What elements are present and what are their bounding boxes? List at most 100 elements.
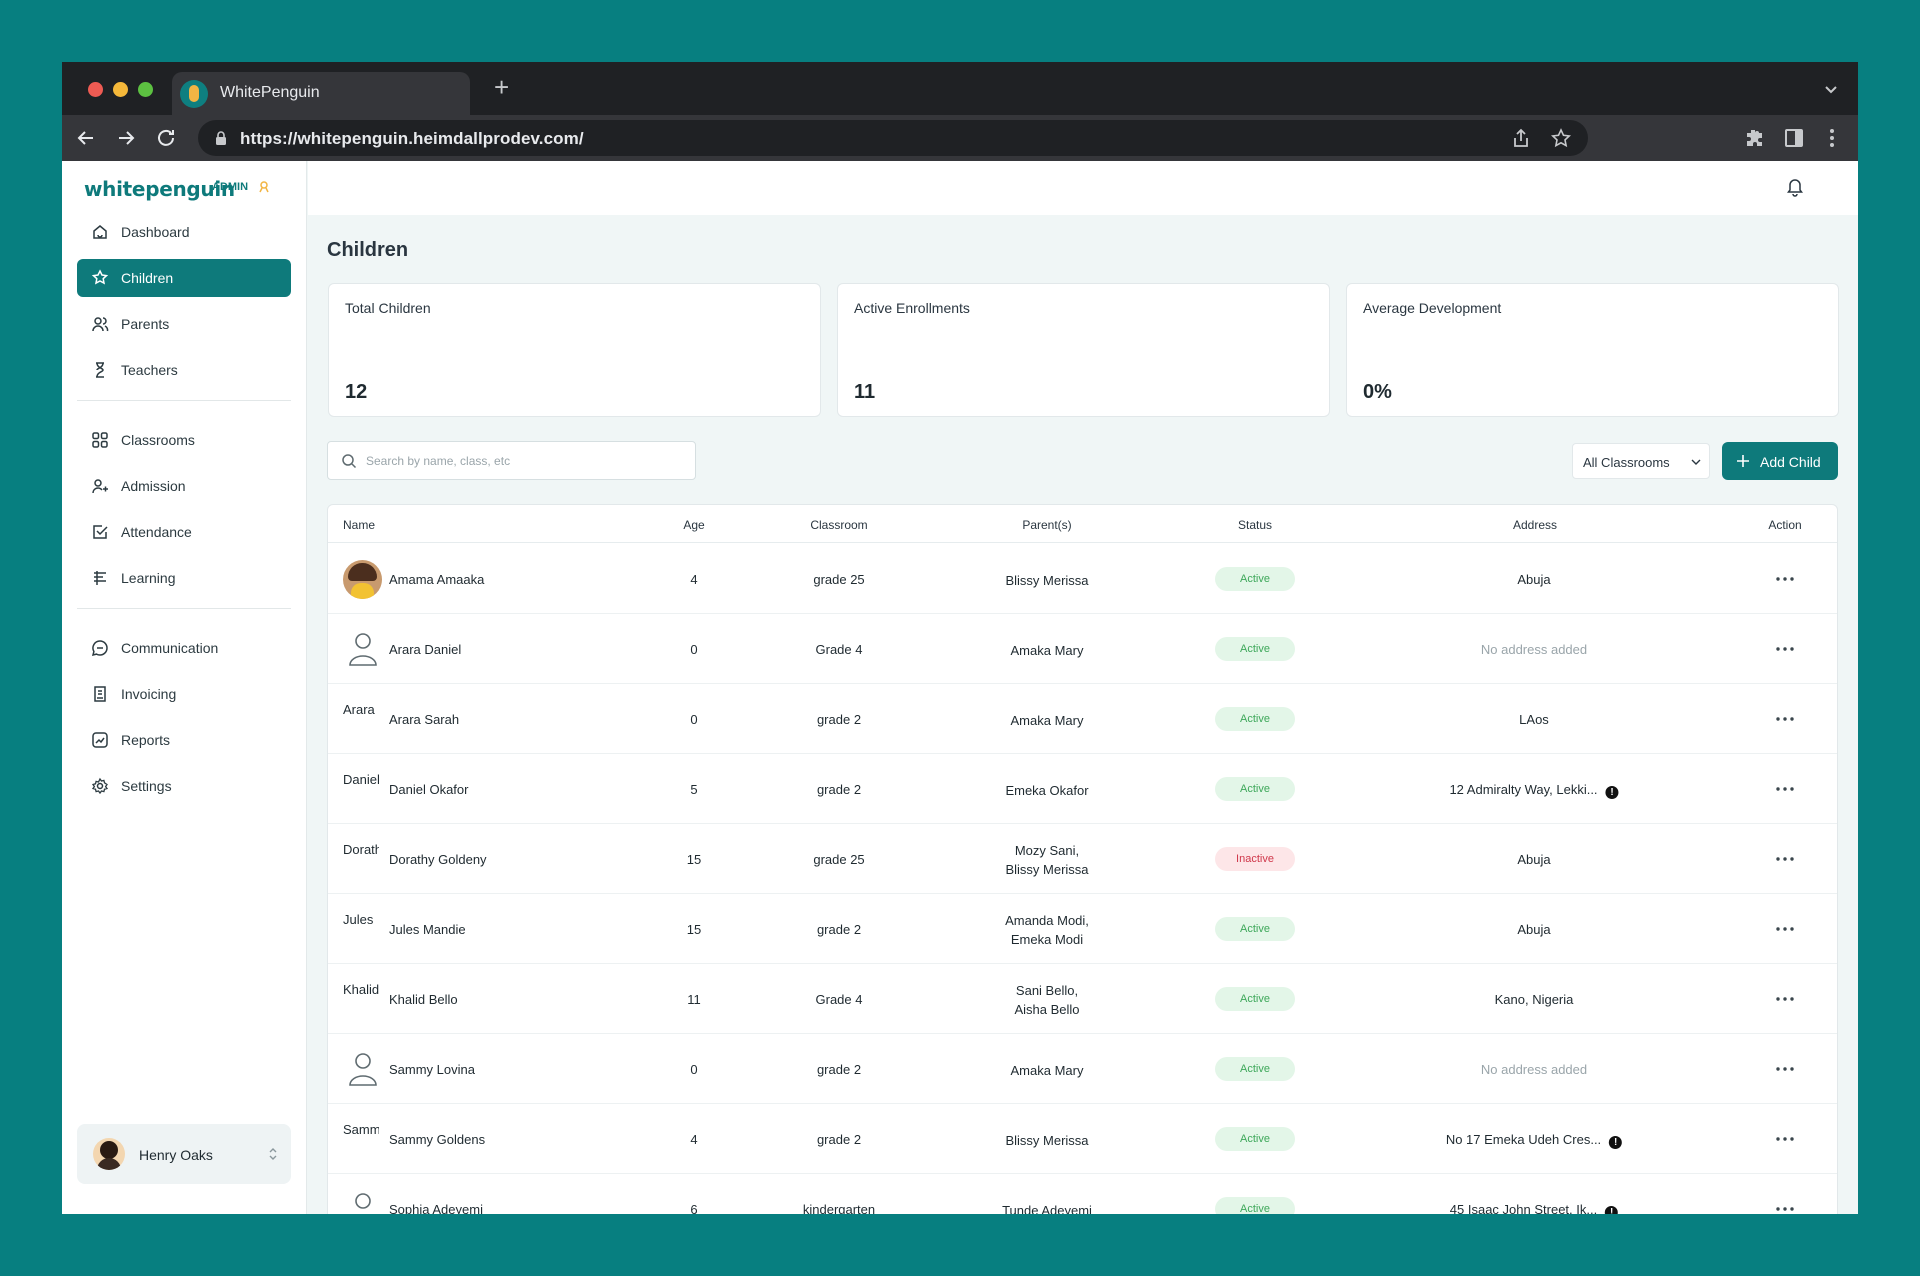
child-name[interactable]: Amama Amaaka [389, 572, 485, 587]
sidebar-item-teachers[interactable]: Teachers [77, 351, 291, 389]
address-bar[interactable]: https://whitepenguin.heimdallprodev.com/ [198, 120, 1588, 156]
sidebar-item-reports[interactable]: Reports [77, 721, 291, 759]
add-child-button[interactable]: Add Child [1722, 442, 1838, 480]
child-name[interactable]: Sammy Goldens [389, 1132, 486, 1147]
chevron-down-icon[interactable] [1822, 80, 1840, 98]
table-row[interactable]: Jules Jules Mandie 15 grade 2 Amanda Modi, Em… [328, 894, 1837, 964]
parent-name: Blissy Merissa [1005, 573, 1089, 588]
info-icon[interactable]: ! [1605, 786, 1619, 799]
sidebar-item-label: Communication [121, 640, 219, 656]
extensions-icon[interactable] [1742, 126, 1766, 150]
parent-name: Emeka Okafor [1005, 783, 1089, 798]
info-icon[interactable]: ! [1609, 1136, 1623, 1149]
more-actions-icon[interactable] [1776, 997, 1794, 1001]
sidebar-item-label: Children [121, 270, 174, 286]
child-classroom: grade 2 [816, 712, 862, 727]
search-input[interactable] [366, 451, 686, 471]
sidebar-item-invoicing[interactable]: Invoicing [77, 675, 291, 713]
sidebar-item-classrooms[interactable]: Classrooms [77, 421, 291, 459]
communication-icon [91, 640, 108, 657]
address-text: Abuja [1517, 852, 1551, 867]
app-logo[interactable]: whitepenguin [84, 177, 235, 201]
classroom-filter-select[interactable]: All Classrooms [1572, 443, 1710, 479]
child-name[interactable]: Arara Sarah [389, 712, 460, 727]
table-row[interactable]: Dorathy Dorathy Goldeny 15 grade 25 Mozy San… [328, 824, 1837, 894]
browser-tab[interactable]: WhitePenguin [172, 72, 470, 115]
table-row[interactable]: Daniel Daniel Okafor 5 grade 2 Emeka Okafor A… [328, 754, 1837, 824]
bell-icon[interactable] [1784, 175, 1806, 197]
more-actions-icon[interactable] [1776, 717, 1794, 721]
parent-name: Tunde Adeyemi [1002, 1203, 1092, 1214]
sidebar-divider [77, 608, 291, 609]
sidebar-item-parents[interactable]: Parents [77, 305, 291, 343]
bookmark-star-icon[interactable] [1550, 127, 1572, 149]
table-row[interactable]: Amama Amaaka 4 grade 25 Blissy Merissa Activ… [328, 544, 1837, 614]
sidebar-item-settings[interactable]: Settings [77, 767, 291, 805]
sidebar-item-attendance[interactable]: Attendance [77, 513, 291, 551]
more-actions-icon[interactable] [1776, 787, 1794, 791]
new-tab-button[interactable]: + [494, 72, 510, 102]
status-badge: Active [1215, 1197, 1295, 1214]
address-text: LAos [1519, 712, 1549, 727]
classrooms-icon [92, 432, 108, 448]
child-name[interactable]: Jules Mandie [389, 922, 466, 937]
stat-value: 11 [854, 381, 876, 403]
reload-icon[interactable] [154, 126, 178, 150]
more-actions-icon[interactable] [1776, 577, 1794, 581]
child-age: 0 [690, 642, 698, 657]
sidebar-item-learning[interactable]: Learning [77, 559, 291, 597]
sidebar-item-admission[interactable]: Admission [77, 467, 291, 505]
child-name[interactable]: Sammy Lovina [389, 1062, 475, 1077]
close-window-button[interactable] [88, 82, 103, 97]
parents-cell: Sani Bello, Aisha Bello [1014, 981, 1079, 1019]
side-panel-icon[interactable] [1782, 126, 1806, 150]
settings-icon [91, 777, 109, 795]
child-name[interactable]: Sophia Adeyemi [389, 1202, 483, 1214]
address-text: Abuja [1517, 922, 1551, 937]
info-icon[interactable]: ! [1605, 1206, 1619, 1214]
parent-name: Sani Bello, [1015, 983, 1079, 998]
reports-icon [92, 732, 108, 748]
plus-icon [1737, 455, 1749, 467]
share-icon[interactable] [1510, 127, 1532, 149]
more-actions-icon[interactable] [1776, 1067, 1794, 1071]
sidebar-item-dashboard[interactable]: Dashboard [77, 213, 291, 251]
table-row[interactable]: Arara Daniel 0 Grade 4 Amaka Mary Active No a… [328, 614, 1837, 684]
more-actions-icon[interactable] [1776, 1207, 1794, 1211]
more-actions-icon[interactable] [1776, 647, 1794, 651]
sidebar-item-label: Admission [121, 478, 186, 494]
sidebar-item-children[interactable]: Children [77, 259, 291, 297]
children-table: Name Age Classroom Parent(s) Status Addr… [327, 504, 1838, 1214]
url-text: https://whitepenguin.heimdallprodev.com/ [240, 129, 584, 148]
browser-window: WhitePenguin + https://whitepenguin.heim… [62, 62, 1858, 1214]
stat-label: Total Children [345, 300, 431, 316]
table-row[interactable]: Khalid Khalid Bello 11 Grade 4 Sani Bello, Ai… [328, 964, 1837, 1034]
table-row[interactable]: Sophia Adeyemi 6 kindergarten Tunde Adeyemi… [328, 1174, 1837, 1214]
parent-name: Amanda Modi, [1005, 913, 1089, 928]
children-icon [91, 269, 109, 285]
sidebar-item-communication[interactable]: Communication [77, 629, 291, 667]
address-cell: No address added [1481, 642, 1587, 657]
table-row[interactable]: Sammy Lovina 0 grade 2 Amaka Mary Active No a… [328, 1034, 1837, 1104]
status-badge: Active [1215, 917, 1295, 941]
more-actions-icon[interactable] [1776, 1137, 1794, 1141]
table-row[interactable]: Sammy Sammy Goldens 4 grade 2 Blissy Merissa… [328, 1104, 1837, 1174]
forward-icon[interactable] [114, 126, 138, 150]
child-name[interactable]: Dorathy Goldeny [389, 852, 487, 867]
avatar-alt-text: Jules [343, 912, 374, 927]
parents-cell: Amaka Mary [1011, 1061, 1084, 1080]
user-menu[interactable]: Henry Oaks [77, 1124, 291, 1184]
child-name[interactable]: Daniel Okafor [389, 782, 469, 797]
minimize-window-button[interactable] [113, 82, 128, 97]
address-cell: 45 Isaac John Street, Ik...! [1450, 1202, 1619, 1214]
user-name: Henry Oaks [139, 1147, 213, 1163]
search-icon [342, 454, 357, 469]
child-name[interactable]: Arara Daniel [389, 642, 462, 657]
child-name[interactable]: Khalid Bello [389, 992, 458, 1007]
back-icon[interactable] [74, 126, 98, 150]
maximize-window-button[interactable] [138, 82, 153, 97]
more-actions-icon[interactable] [1776, 927, 1794, 931]
more-actions-icon[interactable] [1776, 857, 1794, 861]
menu-kebab-icon[interactable] [1820, 126, 1844, 150]
table-row[interactable]: Arara Arara Sarah 0 grade 2 Amaka Mary Active… [328, 684, 1837, 754]
